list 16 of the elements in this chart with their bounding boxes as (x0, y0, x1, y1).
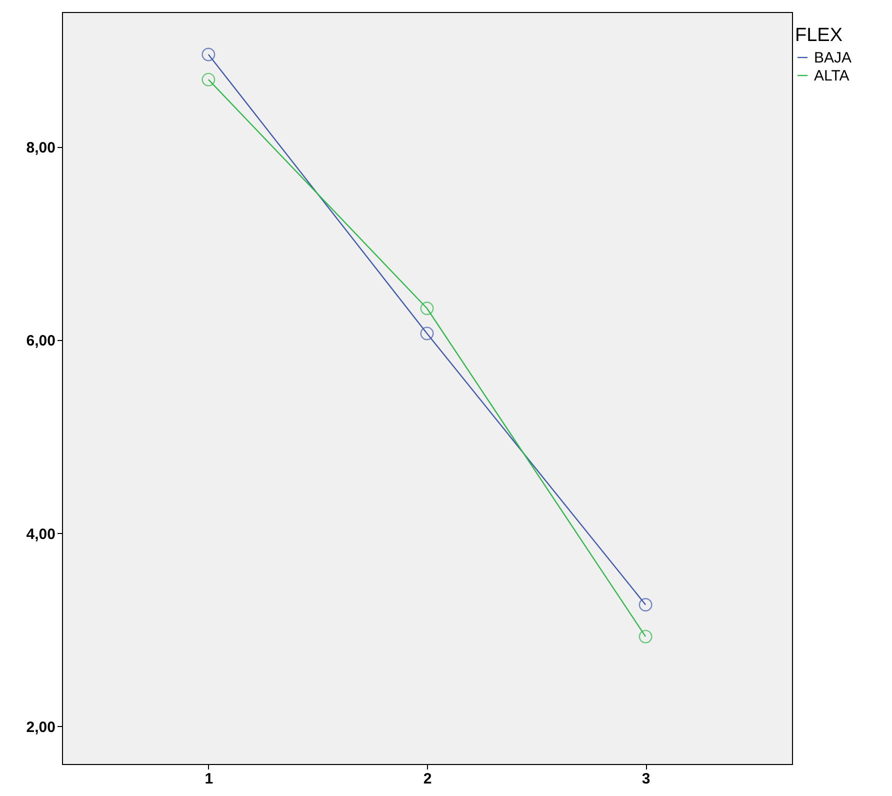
legend-title: FLEX (795, 25, 843, 46)
point (202, 72, 216, 86)
point (638, 630, 652, 644)
x-tick-label: 1 (204, 770, 214, 788)
legend-label: BAJA (814, 50, 852, 66)
y-tick-label: 8,00 (26, 140, 56, 157)
x-tick-label: 3 (642, 770, 650, 788)
x-tick-label: 2 (423, 770, 432, 788)
legend-label: ALTA (814, 68, 850, 84)
point (420, 326, 434, 340)
point (202, 48, 216, 62)
point (638, 598, 652, 612)
y-tick-label: 6,00 (26, 332, 56, 350)
point (420, 302, 434, 316)
y-tick-label: 4,00 (26, 526, 56, 543)
y-tick-label: 2,00 (26, 718, 56, 736)
